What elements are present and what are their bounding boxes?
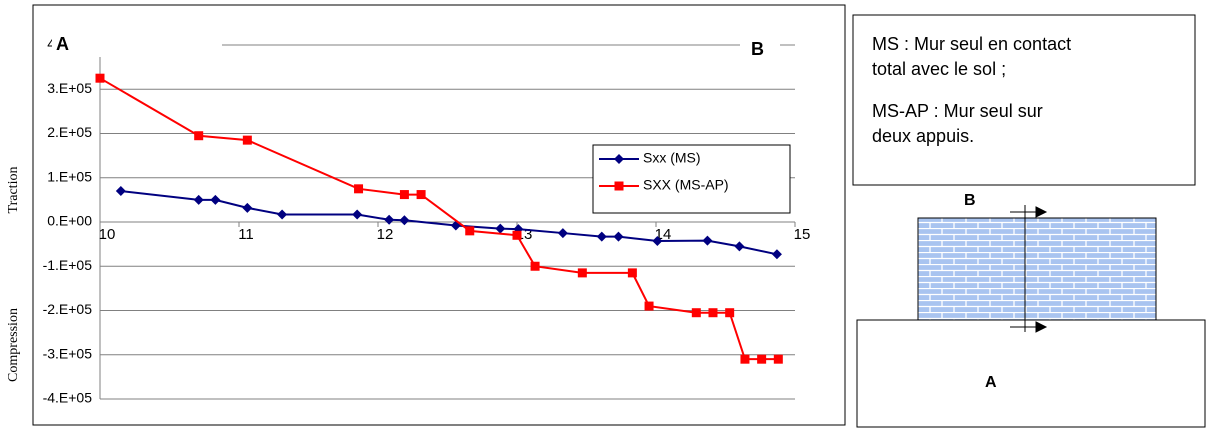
marker bbox=[773, 354, 783, 364]
legend-label: Sxx (MS) bbox=[643, 150, 701, 166]
legend bbox=[592, 144, 791, 214]
marker bbox=[95, 73, 105, 83]
y-tick-label: -2.E+05 bbox=[43, 301, 93, 317]
marker bbox=[512, 230, 522, 240]
marker bbox=[708, 308, 718, 318]
y-tick-label: -1.E+05 bbox=[43, 257, 93, 273]
axis-note: Compression bbox=[6, 308, 21, 382]
marker bbox=[725, 308, 735, 318]
annotation: A bbox=[56, 34, 69, 54]
x-tick-label: 11 bbox=[238, 226, 254, 243]
marker bbox=[691, 308, 701, 318]
marker bbox=[557, 228, 568, 239]
marker bbox=[242, 202, 253, 213]
marker bbox=[465, 226, 475, 236]
arrow bbox=[1010, 206, 1048, 218]
x-tick-label: 10 bbox=[99, 226, 116, 243]
ground bbox=[856, 319, 1206, 428]
marker bbox=[644, 301, 654, 311]
y-tick-label: 3.E+05 bbox=[47, 80, 92, 96]
label-bg bbox=[52, 33, 222, 57]
marker bbox=[210, 194, 221, 205]
note-line: total avec le sol ; bbox=[872, 59, 1006, 79]
marker bbox=[530, 261, 540, 271]
marker bbox=[577, 268, 587, 278]
marker bbox=[596, 231, 607, 242]
marker bbox=[115, 186, 126, 197]
marker bbox=[627, 268, 637, 278]
marker bbox=[399, 215, 410, 226]
marker bbox=[399, 190, 409, 200]
marker bbox=[740, 354, 750, 364]
plot: 4.E+053.E+052.E+051.E+050.E+00-1.E+05-2.… bbox=[43, 33, 811, 406]
legend-label: SXX (MS-AP) bbox=[643, 177, 729, 193]
marker bbox=[416, 190, 426, 200]
marker bbox=[614, 181, 624, 191]
y-tick-label: -3.E+05 bbox=[43, 345, 93, 361]
marker bbox=[193, 194, 204, 205]
marker bbox=[652, 236, 663, 247]
note-line: deux appuis. bbox=[872, 126, 974, 146]
marker bbox=[384, 214, 395, 225]
marker bbox=[495, 223, 506, 234]
marker bbox=[771, 249, 782, 260]
series-line bbox=[120, 190, 778, 256]
axis-note: Traction bbox=[6, 167, 21, 214]
marker bbox=[613, 231, 624, 242]
y-tick-label: -4.E+05 bbox=[43, 390, 93, 406]
marker bbox=[352, 209, 363, 220]
marker bbox=[194, 131, 204, 141]
x-tick-label: 12 bbox=[377, 226, 394, 243]
marker bbox=[757, 354, 767, 364]
marker bbox=[702, 235, 713, 246]
x-tick-label: 15 bbox=[794, 226, 811, 243]
note-line: MS-AP : Mur seul sur bbox=[872, 101, 1043, 121]
y-tick-label: 2.E+05 bbox=[47, 124, 92, 140]
marker bbox=[277, 209, 288, 220]
y-tick-label: 0.E+00 bbox=[47, 213, 92, 229]
point-label: A bbox=[985, 374, 997, 391]
arrow bbox=[1010, 321, 1048, 333]
y-tick-label: 1.E+05 bbox=[47, 168, 92, 184]
chart-frame bbox=[32, 4, 846, 426]
note-box bbox=[852, 14, 1196, 186]
annotation: B bbox=[751, 39, 764, 59]
marker bbox=[242, 135, 252, 145]
series-line bbox=[99, 77, 779, 361]
marker bbox=[734, 241, 745, 252]
point-label: B bbox=[964, 192, 976, 209]
wall bbox=[917, 217, 1157, 321]
note-line: MS : Mur seul en contact bbox=[872, 34, 1071, 54]
marker bbox=[614, 154, 624, 164]
marker bbox=[354, 184, 364, 194]
label-bg bbox=[740, 35, 780, 59]
